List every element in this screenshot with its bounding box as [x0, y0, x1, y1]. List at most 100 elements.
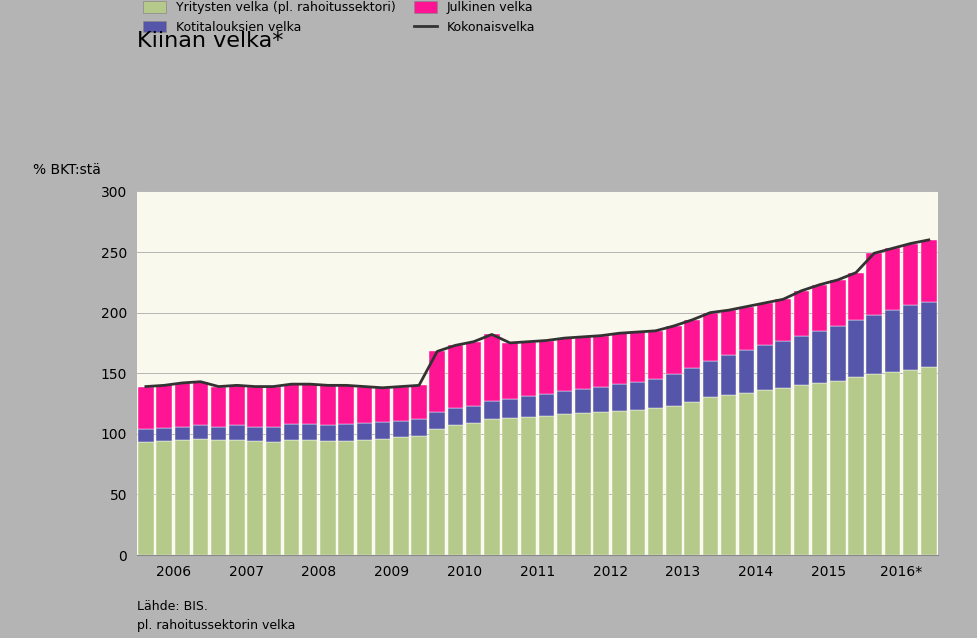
Bar	[739, 392, 754, 555]
Bar	[612, 411, 627, 555]
Bar	[247, 427, 263, 441]
Bar	[430, 412, 445, 429]
Bar	[557, 392, 573, 415]
Bar	[630, 410, 645, 555]
Bar	[739, 350, 754, 392]
Bar	[266, 427, 281, 442]
Bar	[575, 337, 591, 389]
Bar	[867, 253, 882, 315]
Bar	[666, 406, 682, 555]
Bar	[430, 352, 445, 412]
Bar	[320, 385, 336, 426]
Bar	[502, 343, 518, 399]
Bar	[848, 320, 864, 377]
Bar	[921, 240, 937, 302]
Bar	[302, 384, 318, 424]
Bar	[175, 427, 191, 440]
Bar	[447, 426, 463, 555]
Bar	[138, 429, 153, 442]
Bar	[812, 383, 828, 555]
Bar	[776, 299, 791, 341]
Bar	[848, 272, 864, 320]
Bar	[721, 395, 737, 555]
Text: % BKT:stä: % BKT:stä	[32, 163, 101, 177]
Bar	[666, 375, 682, 406]
Bar	[884, 248, 900, 310]
Bar	[484, 334, 499, 401]
Bar	[338, 424, 354, 441]
Bar	[156, 427, 172, 441]
Bar	[484, 419, 499, 555]
Bar	[593, 336, 609, 387]
Bar	[812, 330, 828, 383]
Bar	[230, 385, 244, 426]
Bar	[648, 379, 663, 408]
Bar	[557, 415, 573, 555]
Bar	[230, 426, 244, 440]
Bar	[302, 440, 318, 555]
Bar	[230, 440, 244, 555]
Bar	[156, 441, 172, 555]
Bar	[702, 313, 718, 361]
Bar	[757, 345, 773, 390]
Bar	[776, 341, 791, 388]
Bar	[757, 303, 773, 345]
Bar	[684, 368, 700, 403]
Bar	[411, 385, 427, 419]
Bar	[884, 310, 900, 372]
Bar	[393, 420, 408, 438]
Bar	[903, 244, 918, 306]
Bar	[138, 442, 153, 555]
Text: Lähde: BIS.: Lähde: BIS.	[137, 600, 208, 612]
Bar	[575, 413, 591, 555]
Bar	[739, 307, 754, 350]
Bar	[538, 394, 554, 416]
Bar	[466, 342, 482, 406]
Bar	[138, 387, 153, 429]
Bar	[192, 439, 208, 555]
Bar	[156, 385, 172, 427]
Legend: Yritysten velka (pl. rahoitussektori), Kotitalouksien velka, Julkinen velka, Kok: Yritysten velka (pl. rahoitussektori), K…	[143, 1, 535, 34]
Bar	[848, 377, 864, 555]
Bar	[211, 387, 227, 427]
Bar	[283, 424, 299, 440]
Bar	[630, 332, 645, 382]
Bar	[338, 441, 354, 555]
Bar	[466, 423, 482, 555]
Bar	[884, 372, 900, 555]
Bar	[776, 388, 791, 555]
Bar	[593, 387, 609, 412]
Bar	[593, 412, 609, 555]
Bar	[648, 408, 663, 555]
Bar	[393, 438, 408, 555]
Bar	[830, 380, 845, 555]
Bar	[411, 419, 427, 436]
Bar	[375, 422, 391, 439]
Bar	[175, 383, 191, 427]
Bar	[830, 326, 845, 380]
Bar	[612, 333, 627, 384]
Bar	[903, 306, 918, 369]
Bar	[793, 385, 809, 555]
Bar	[684, 403, 700, 555]
Bar	[521, 417, 536, 555]
Bar	[211, 440, 227, 555]
Bar	[702, 397, 718, 555]
Bar	[357, 440, 372, 555]
Bar	[648, 330, 663, 379]
Bar	[320, 441, 336, 555]
Bar	[393, 387, 408, 420]
Bar	[684, 320, 700, 368]
Bar	[521, 342, 536, 396]
Bar	[266, 387, 281, 427]
Bar	[812, 285, 828, 330]
Bar	[357, 387, 372, 423]
Bar	[192, 382, 208, 426]
Bar	[502, 418, 518, 555]
Bar	[830, 280, 845, 326]
Bar	[666, 326, 682, 375]
Bar	[538, 416, 554, 555]
Bar	[612, 384, 627, 411]
Bar	[211, 427, 227, 440]
Bar	[338, 385, 354, 424]
